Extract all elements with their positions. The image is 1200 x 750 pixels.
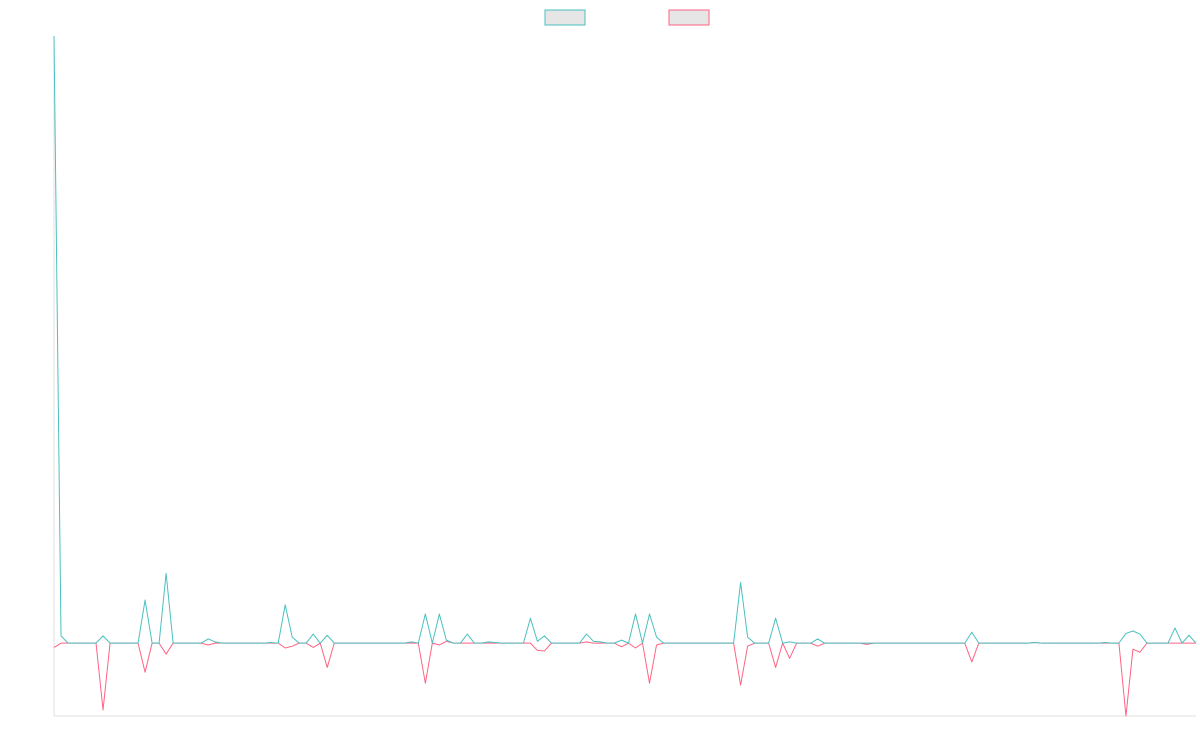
series-line: [53, 35, 1197, 644]
series-line: [53, 640, 1196, 717]
legend-swatch: [668, 9, 710, 26]
legend-swatch: [544, 9, 586, 26]
